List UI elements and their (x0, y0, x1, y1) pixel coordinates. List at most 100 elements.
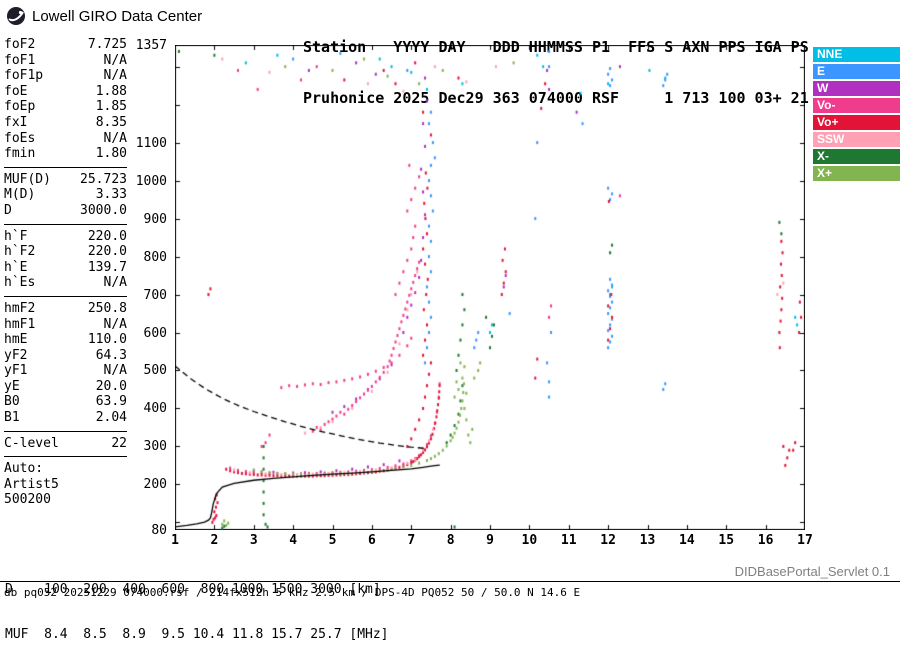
parameter-value: 7.725 (87, 37, 127, 52)
parameter-row: h`E 139.7 (4, 260, 127, 276)
footer-divider (0, 581, 900, 582)
x-axis-tick-label: 5 (328, 533, 337, 548)
parameter-value: N/A (103, 316, 127, 332)
record-info-line: db pq052 20251229 074000.rsf / 214fx512h… (4, 586, 581, 599)
parameter-label: foF1 (4, 52, 36, 68)
parameter-label: h`Es (4, 275, 36, 291)
parameter-label: h`F2 (4, 244, 36, 260)
parameter-label: hmF2 (4, 300, 36, 316)
legend-label: X- (817, 149, 829, 163)
y-axis-labels: 1357 1100 1000 900 800 700 600 500 400 300 200 80 (120, 38, 171, 538)
x-axis-tick-label: 12 (600, 533, 616, 548)
legend-item-vo: Vo+ (813, 115, 900, 130)
legend-item-vo: Vo- (813, 98, 900, 113)
x-axis-tick-label: 15 (718, 533, 735, 548)
x-axis-tick-label: 4 (289, 533, 298, 548)
legend-label: E (817, 64, 826, 78)
y-axis-tick-label: 1100 (135, 135, 167, 151)
parameter-value: N/A (103, 68, 127, 84)
x-axis-tick-label: 10 (521, 533, 538, 548)
parameter-label: hmE (4, 332, 28, 348)
x-axis-tick-label: 14 (679, 533, 695, 548)
parameter-value: 20.0 (95, 378, 127, 394)
y-axis-tick-label: 600 (143, 325, 167, 341)
x-axis-tick-label: 8 (446, 533, 455, 548)
parameter-row: B0 63.9 (4, 394, 127, 410)
parameter-row: hmF2 250.8 (4, 301, 127, 317)
echo-legend: NNE E W Vo- Vo+ SSW X- X+ (813, 47, 900, 183)
x-axis-tick-label: 9 (486, 533, 494, 548)
parameter-label: foF2 (4, 37, 36, 52)
parameter-row: B1 2.04 (4, 410, 127, 426)
parameter-label: yE (4, 378, 20, 394)
servlet-version-label: DIDBasePortal_Servlet 0.1 (734, 564, 890, 579)
parameter-value: 22 (111, 435, 127, 451)
parameter-value: 250.8 (87, 300, 127, 316)
parameter-value: 2.04 (95, 410, 127, 426)
parameter-label: D (4, 202, 12, 218)
y-axis-tick-label: 900 (143, 211, 167, 227)
parameter-row: 500200 (4, 492, 127, 508)
ionogram-canvas (175, 45, 805, 530)
brand: Lowell GIRO Data Center (6, 6, 202, 26)
y-axis-tick-label: 400 (143, 401, 167, 417)
parameter-label: foE (4, 83, 28, 99)
ionogram-plot (175, 45, 805, 530)
separator (4, 295, 127, 297)
x-axis-tick-label: 7 (407, 533, 416, 548)
y-axis-tick-label: 80 (151, 523, 167, 538)
parameter-value: N/A (103, 275, 127, 291)
parameter-row: foEs N/A (4, 131, 127, 147)
parameter-value: 8.35 (95, 114, 127, 130)
brand-title: Lowell GIRO Data Center (32, 7, 203, 25)
parameter-value: 220.0 (87, 228, 127, 244)
dmuf-table: D 100 200 400 600 800 1000 1500 3000 [km… (5, 552, 389, 657)
parameter-label: foEp (4, 99, 36, 115)
parameter-value: N/A (103, 363, 127, 379)
legend-label: SSW (817, 132, 845, 146)
giro-ionogram-page: { "brand": { "title": "Lowell GIRO Data … (0, 6, 900, 642)
legend-label: NNE (817, 47, 843, 61)
parameter-label: Artist5 (4, 476, 59, 492)
dmuf-distance-row: D 100 200 400 600 800 1000 1500 3000 [km… (5, 582, 381, 597)
parameter-row: h`F2 220.0 (4, 244, 127, 260)
giro-logo-icon (7, 7, 25, 25)
legend-item-nne: NNE (813, 47, 900, 62)
parameter-row: MUF(D) 25.723 (4, 172, 127, 188)
parameter-label: MUF(D) (4, 171, 51, 187)
parameter-row: hmE 110.0 (4, 332, 127, 348)
parameter-row: fxI 8.35 (4, 115, 127, 131)
y-axis-tick-label: 1357 (135, 38, 167, 53)
legend-label: Vo- (817, 98, 836, 112)
parameter-label: C-level (4, 435, 59, 451)
y-axis-tick-label: 500 (143, 363, 167, 379)
parameter-label: h`E (4, 259, 28, 275)
parameter-row: Artist5 (4, 477, 127, 493)
x-axis-labels: 1 2 3 4 5 6 7 8 9 10 11 12 13 14 15 16 17 (171, 533, 813, 549)
parameter-row: foF1p N/A (4, 68, 127, 84)
y-axis-tick-label: 200 (143, 477, 167, 493)
y-axis-tick-label: 800 (143, 249, 167, 265)
parameter-row: yF1 N/A (4, 363, 127, 379)
parameter-row: D 3000.0 (4, 203, 127, 219)
separator (4, 166, 127, 168)
parameter-value: 64.3 (95, 347, 127, 363)
parameter-label: fxI (4, 114, 28, 130)
parameter-value: 1.80 (95, 146, 127, 162)
parameter-row: h`Es N/A (4, 275, 127, 291)
separator (4, 456, 127, 458)
parameter-row: fmin 1.80 (4, 146, 127, 162)
x-axis-tick-label: 1 (171, 533, 179, 548)
legend-label: X+ (817, 166, 833, 180)
y-axis-tick-label: 700 (143, 287, 167, 303)
x-axis-tick-label: 6 (367, 533, 376, 548)
parameter-label: hmF1 (4, 316, 36, 332)
parameter-label: B1 (4, 410, 20, 426)
parameter-label: 500200 (4, 492, 51, 508)
parameter-value: 63.9 (95, 394, 127, 410)
parameter-row: M(D) 3.33 (4, 187, 127, 203)
parameter-value: 110.0 (87, 332, 127, 348)
x-axis-tick-label: 17 (797, 533, 813, 548)
parameter-value: 1.88 (95, 83, 127, 99)
parameter-row: foF2 7.725 (4, 37, 127, 53)
